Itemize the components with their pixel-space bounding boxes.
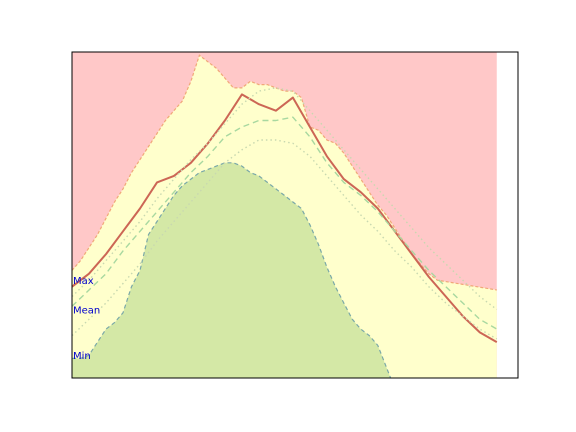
axes-frame (71, 51, 519, 379)
solid-curve (71, 93, 498, 343)
dashed-curve (71, 116, 498, 330)
plot-area: Max Mean Min (71, 52, 498, 379)
dotted-lower-curve (71, 139, 498, 340)
label-min: Min (73, 351, 91, 362)
upper-boundary-line (71, 54, 497, 291)
bottom-band (72, 162, 391, 378)
lower-boundary-line (72, 162, 392, 379)
label-max: Max (73, 276, 94, 287)
label-mean: Mean (73, 306, 100, 317)
